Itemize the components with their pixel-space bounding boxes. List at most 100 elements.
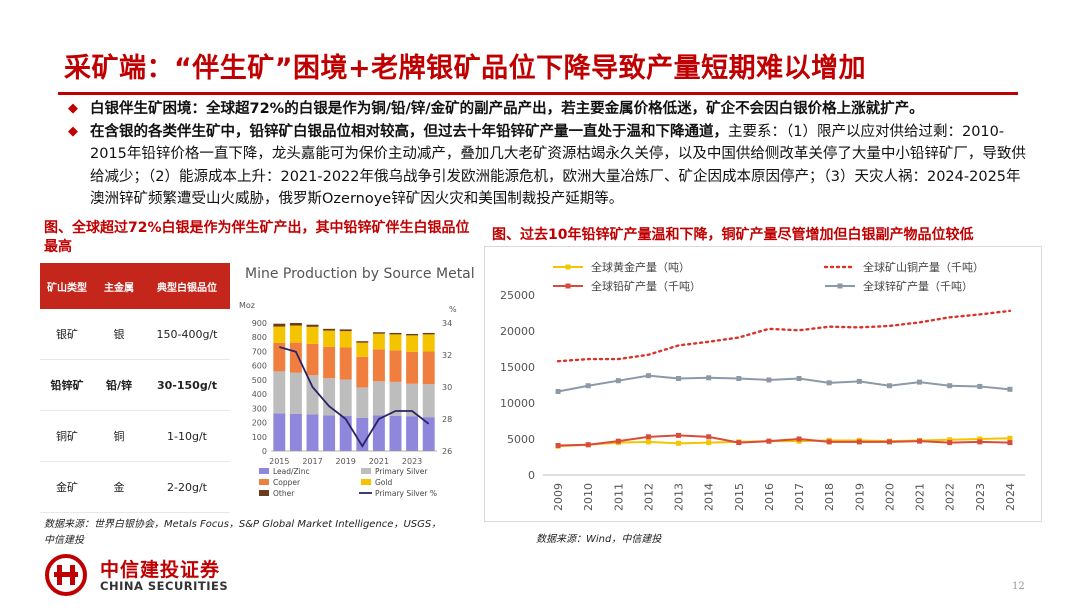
series-marker: [645, 434, 651, 440]
x-tick-label: 2021: [369, 457, 389, 466]
series-marker: [555, 442, 561, 448]
production-line-chart-frame: 0 5000 10000 15000 20000 25000 2009 2010 2011 201…: [484, 246, 1042, 522]
series-marker: [676, 432, 682, 438]
legend-label: Lead/Zinc: [273, 467, 310, 476]
company-logo: 中信建投证券 CHINA SECURITIES: [44, 553, 244, 597]
y-tick-label-left: 200: [252, 419, 267, 428]
bar-segment: [422, 384, 435, 418]
series-marker: [947, 440, 953, 446]
series-line: [556, 309, 1012, 363]
bar-segment: [422, 417, 435, 451]
bar-segment: [306, 326, 319, 344]
x-tick-label: 2021: [914, 483, 927, 511]
y-tick-label-left: 700: [252, 347, 267, 356]
bar-segment: [273, 342, 286, 372]
series-marker: [645, 373, 651, 379]
bar-segment: [356, 356, 369, 388]
x-tick-label: 2020: [883, 483, 896, 511]
y-tick-label-left: 400: [252, 390, 267, 399]
x-tick-label: 2011: [612, 483, 625, 511]
right-unit-label: %: [449, 305, 457, 314]
bar-segment: [323, 330, 336, 347]
bar-segment: [406, 383, 419, 417]
legend-swatch: [361, 479, 371, 485]
y-tick-label-right: 32: [442, 351, 452, 360]
series-marker: [796, 376, 802, 382]
y-tick-label-right: 28: [442, 415, 452, 424]
right-figure-caption: 图、过去10年铅锌矿产量温和下降，铜矿产量尽管增加但白银副产物品位较低: [492, 227, 974, 243]
x-tick-label: 2009: [552, 483, 565, 511]
legend-label: 全球黄金产量（吨）: [591, 260, 690, 274]
series-marker: [766, 438, 772, 444]
table-row: 铅锌矿 铅/锌 30-150g/t: [40, 360, 230, 411]
bar-segment: [406, 351, 419, 384]
logo-chinese-name: 中信建投证券: [100, 559, 221, 581]
y-tick-label: 5000: [507, 433, 535, 446]
bar-segment: [372, 415, 385, 451]
series-marker: [917, 379, 923, 385]
y-tick-label-left: 900: [252, 319, 267, 328]
bar-segment: [306, 324, 319, 327]
bullet-item: ◆ 白银伴生矿困境：全球超72%的白银是作为铜/铅/锌/金矿的副产品产出，若主要…: [68, 98, 1028, 121]
table-cell: 2-20g/t: [167, 480, 207, 494]
y-tick-label-left: 300: [252, 404, 267, 413]
legend-swatch: [361, 468, 371, 474]
x-tick-label: 2015: [733, 483, 746, 511]
series-marker: [645, 439, 651, 445]
y-tick-label: 20000: [500, 325, 535, 338]
bar-segment: [406, 333, 419, 336]
bar-segment: [339, 379, 352, 416]
mine-production-panel: Mine Production by Source Metal Moz% 0 100…: [237, 262, 475, 514]
series-line: [557, 374, 1011, 393]
series-marker: [1007, 386, 1013, 392]
diamond-bullet-icon: ◆: [68, 123, 78, 139]
bar-segment: [389, 381, 402, 416]
legend-label: Other: [273, 489, 295, 498]
table-cell: 银: [113, 328, 125, 341]
series-marker: [736, 376, 742, 382]
series-line: [558, 434, 1010, 447]
bullet-bold-text: 在含银的各类伴生矿中，铅锌矿白银品位相对较高，但过去十年铅锌矿产量一直处于温和下…: [90, 123, 728, 140]
bar-segment: [273, 413, 286, 451]
x-tick-label: 2023: [402, 457, 422, 466]
bar-segment: [422, 332, 435, 335]
series-marker: [555, 388, 561, 394]
x-tick-label: 2016: [763, 483, 776, 511]
bar-segment: [356, 342, 369, 357]
bar-segment: [289, 342, 302, 373]
table-cell: 金矿: [56, 481, 78, 494]
bar-segment: [356, 387, 369, 419]
series-marker: [856, 439, 862, 445]
series-marker: [736, 440, 742, 446]
y-tick-label-left: 100: [252, 433, 267, 442]
series-marker: [886, 383, 892, 389]
bar-segment: [389, 415, 402, 451]
x-tick-label: 2013: [673, 483, 686, 511]
diamond-bullet-icon: ◆: [68, 101, 78, 116]
bar-segment: [372, 349, 385, 382]
bar-segment: [339, 415, 352, 451]
series-marker: [706, 434, 712, 440]
bar-segment: [306, 375, 319, 415]
series-marker: [615, 378, 621, 384]
table-header: 矿山类型 主金属 典型白银品位: [40, 263, 230, 309]
series-marker: [947, 383, 953, 389]
bar-segment: [422, 351, 435, 385]
table-cell: 1-10g/t: [167, 429, 207, 443]
table-cell: 150-400g/t: [156, 327, 218, 341]
bar-segment: [372, 332, 385, 334]
y-tick-label: 25000: [500, 289, 535, 302]
bar-segment: [289, 325, 302, 343]
x-tick-label: 2015: [269, 457, 289, 466]
bar-segment: [289, 323, 302, 326]
grade-table: 矿山类型 主金属 典型白银品位 银矿 银 150-400g/t 铅锌矿 铅/锌 …: [40, 263, 230, 513]
series-marker: [796, 436, 802, 442]
bar-segment: [389, 334, 402, 351]
x-tick-label: 2019: [336, 457, 356, 466]
series-marker: [856, 378, 862, 384]
x-tick-label: 2019: [853, 483, 866, 511]
series-line: [558, 437, 1010, 448]
legend-label: Primary Silver: [375, 467, 428, 476]
table-header-cell: 主金属: [104, 282, 134, 294]
